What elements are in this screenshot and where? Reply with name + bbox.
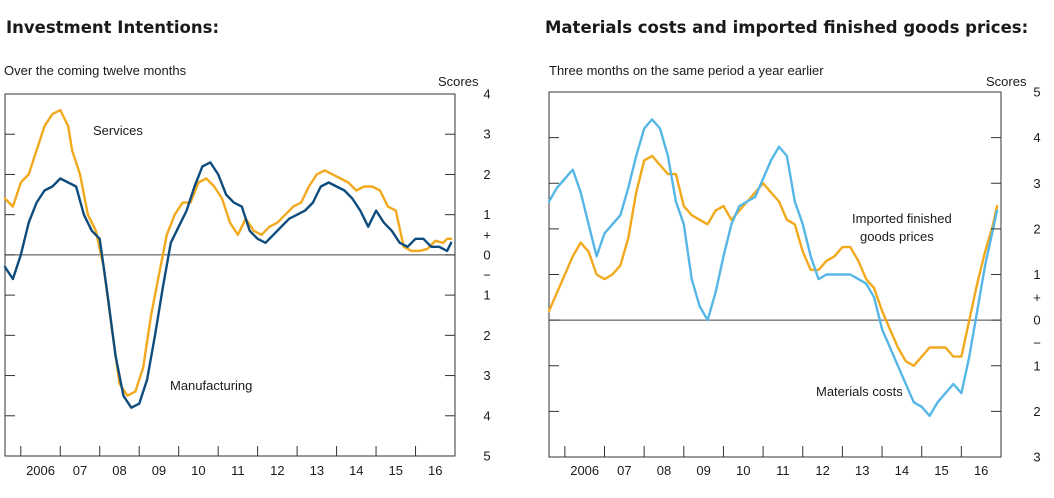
x-tick-label: 15 <box>934 463 948 478</box>
series-label-services: Services <box>93 123 143 138</box>
y-tick-label: 1 <box>1033 267 1040 282</box>
x-tick-label: 10 <box>191 463 205 478</box>
x-tick-label: 15 <box>389 463 403 478</box>
y-tick-label: 3 <box>483 127 490 142</box>
y-tick-label: 5 <box>1033 85 1040 100</box>
y-tick-label: + <box>483 227 491 242</box>
right-units-label: Scores <box>986 74 1027 89</box>
y-tick-label: 0 <box>483 247 490 262</box>
x-tick-label: 2006 <box>26 463 55 478</box>
left-chart-title: Investment Intentions: <box>6 18 220 37</box>
right-chart-subtitle: Three months on the same period a year e… <box>549 63 824 78</box>
y-tick-label: 1 <box>483 288 490 303</box>
x-tick-label: 2006 <box>570 463 599 478</box>
x-tick-label: 10 <box>736 463 750 478</box>
y-tick-label: 0 <box>1033 313 1040 328</box>
y-tick-label: 2 <box>483 167 490 182</box>
x-tick-label: 12 <box>815 463 829 478</box>
right-plot-frame <box>548 91 1002 458</box>
y-tick-label: 3 <box>483 368 490 383</box>
series-label-imported-line2: goods prices <box>860 229 934 244</box>
y-tick-label: 4 <box>483 408 490 423</box>
x-tick-label: 13 <box>855 463 869 478</box>
x-tick-label: 11 <box>776 463 790 478</box>
y-tick-label: 3 <box>1033 176 1040 191</box>
series-line-materials-costs <box>547 118 999 418</box>
x-tick-label: 11 <box>231 463 245 478</box>
x-tick-label: 13 <box>310 463 324 478</box>
x-tick-label: 12 <box>270 463 284 478</box>
series-label-manufacturing: Manufacturing <box>170 378 252 393</box>
right-chart-title: Materials costs and imported finished go… <box>545 18 1029 37</box>
y-tick-label: 2 <box>483 328 490 343</box>
left-chart-panel: Investment Intentions: Over the coming t… <box>3 18 491 478</box>
x-tick-label: 07 <box>73 463 87 478</box>
x-tick-label: 14 <box>349 463 363 478</box>
left-units-label: Scores <box>438 74 479 89</box>
x-tick-label: 14 <box>895 463 909 478</box>
y-tick-label: 2 <box>1033 404 1040 419</box>
series-label-materials: Materials costs <box>816 384 903 399</box>
left-plot-frame <box>4 93 456 457</box>
y-tick-label: 4 <box>1033 130 1040 145</box>
x-tick-label: 08 <box>657 463 671 478</box>
y-tick-label: − <box>483 268 491 283</box>
y-tick-label: + <box>1033 290 1041 305</box>
y-tick-label: 3 <box>1033 450 1040 465</box>
x-tick-label: 08 <box>112 463 126 478</box>
x-tick-label: 16 <box>428 463 442 478</box>
y-tick-label: 2 <box>1033 221 1040 236</box>
y-tick-label: 4 <box>483 87 490 102</box>
y-tick-label: 1 <box>1033 358 1040 373</box>
y-tick-label: 5 <box>483 449 490 464</box>
x-tick-label: 09 <box>696 463 710 478</box>
series-label-imported-line1: Imported finished <box>852 211 952 226</box>
x-tick-label: 09 <box>152 463 166 478</box>
left-chart-subtitle: Over the coming twelve months <box>4 63 187 78</box>
series-line-imported-finished-goods-prices <box>547 154 999 367</box>
series-line-services <box>3 108 453 397</box>
x-tick-label: 16 <box>974 463 988 478</box>
series-line-manufacturing <box>3 161 453 409</box>
y-tick-label: 1 <box>483 207 490 222</box>
x-tick-label: 07 <box>617 463 631 478</box>
y-tick-label: − <box>1033 335 1041 350</box>
